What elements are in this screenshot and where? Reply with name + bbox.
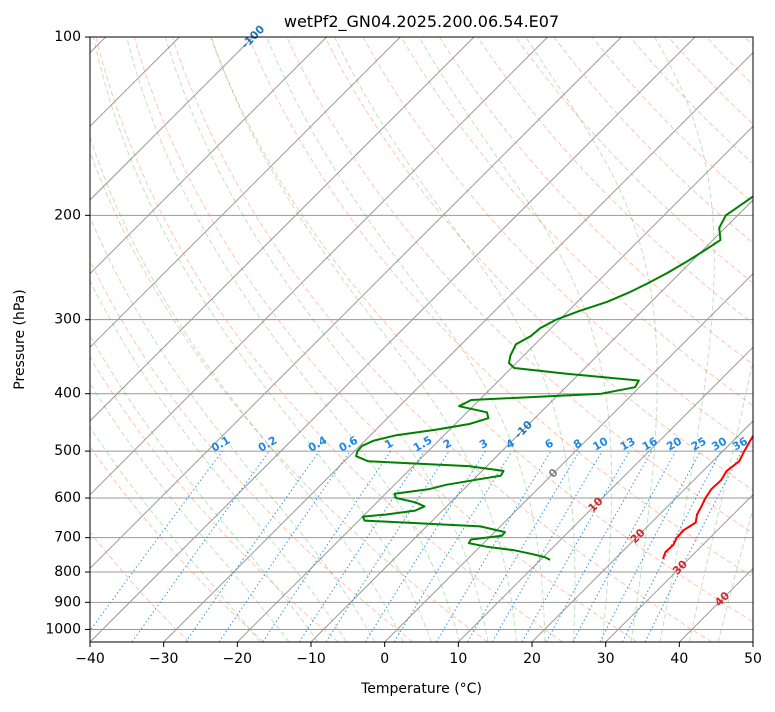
y-tick-label: 1000 xyxy=(45,621,81,637)
x-tick-label: 10 xyxy=(449,651,467,667)
x-tick-label: −30 xyxy=(149,651,179,667)
y-tick-label: 300 xyxy=(54,312,81,328)
y-tick-label: 100 xyxy=(54,29,81,45)
chart-title: wetPf2_GN04.2025.200.06.54.E07 xyxy=(284,12,559,32)
y-tick-label: 800 xyxy=(54,564,81,580)
x-tick-label: 50 xyxy=(744,651,762,667)
y-tick-label: 900 xyxy=(54,594,81,610)
x-tick-label: −20 xyxy=(223,651,253,667)
x-tick-label: −40 xyxy=(75,651,105,667)
x-tick-label: 20 xyxy=(523,651,541,667)
x-tick-label: 0 xyxy=(380,651,389,667)
y-tick-label: 500 xyxy=(54,443,81,459)
x-axis-label: Temperature (°C) xyxy=(360,681,482,697)
y-tick-label: 400 xyxy=(54,386,81,402)
x-tick-label: 40 xyxy=(670,651,688,667)
y-tick-label: 600 xyxy=(54,490,81,506)
y-axis-label: Pressure (hPa) xyxy=(12,289,28,389)
x-tick-label: 30 xyxy=(597,651,615,667)
y-tick-label: 200 xyxy=(54,207,81,223)
y-tick-label: 700 xyxy=(54,530,81,546)
x-tick-label: −10 xyxy=(296,651,326,667)
